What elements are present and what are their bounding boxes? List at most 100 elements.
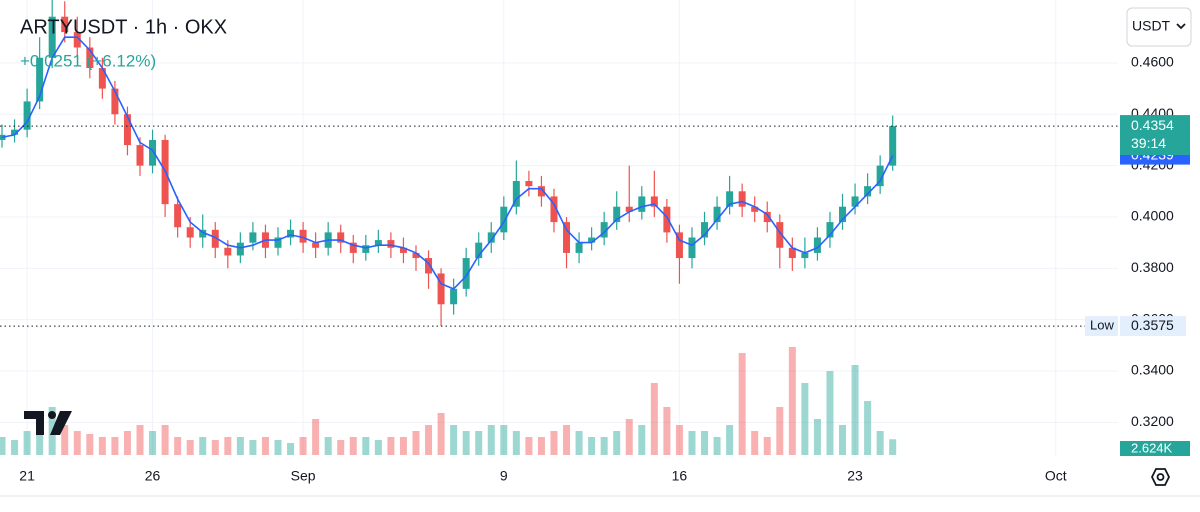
candle-body [349, 242, 357, 253]
candle-body [337, 232, 345, 243]
logo-part [48, 411, 56, 419]
volume-bar [650, 383, 658, 455]
candle-body [512, 181, 520, 207]
candle-body [211, 229, 219, 248]
volume-bar [211, 440, 219, 455]
candle-body [399, 247, 407, 253]
volume-bar [600, 437, 608, 455]
volume-bar [224, 437, 232, 455]
candle-body [462, 258, 470, 289]
volume-bar [751, 431, 759, 455]
x-tick-label: 23 [847, 468, 863, 484]
volume-bar [625, 419, 633, 455]
candle-body [312, 242, 320, 248]
candle-body [826, 222, 834, 238]
candle-body [437, 273, 445, 305]
candle-body [186, 227, 194, 238]
volume-bar [450, 425, 458, 455]
low-name: Low [1090, 318, 1114, 333]
button-frame[interactable] [1126, 7, 1192, 47]
candle-body [487, 232, 495, 243]
volume-bar [0, 437, 6, 455]
logo-part [50, 411, 72, 435]
candle-body [36, 57, 44, 102]
candle-body [613, 206, 621, 223]
candle-body [174, 204, 182, 228]
candle-body [813, 237, 821, 253]
x-tick-label: Sep [291, 468, 316, 484]
volume-bar [337, 440, 345, 455]
candle-body [475, 242, 483, 259]
volume-bar [11, 440, 19, 455]
volume-bar [111, 437, 119, 455]
volume-bar [776, 407, 784, 455]
volume-bar [261, 437, 269, 455]
candle-body [600, 222, 608, 238]
candle-body [751, 206, 759, 212]
candle-body [588, 237, 596, 243]
tradingview-logo [24, 411, 72, 435]
low-value-box [1120, 316, 1186, 337]
volume-bar [475, 431, 483, 455]
x-tick-label: 26 [145, 468, 161, 484]
volume-bar [324, 437, 332, 455]
volume-bar [249, 440, 257, 455]
volume-bar [563, 425, 571, 455]
y-tick-label: 0.3800 [1131, 259, 1174, 275]
y-tick-label: 0.3200 [1131, 413, 1174, 429]
volume-bar [826, 371, 834, 455]
candle-body [839, 206, 847, 223]
volume-bar [701, 431, 709, 455]
volume-bar [387, 437, 395, 455]
volume-bar [61, 425, 69, 455]
volume-bar [788, 347, 796, 455]
volume-bar [864, 401, 872, 455]
candle-body [726, 191, 734, 207]
candle-body [851, 196, 859, 207]
settings-button[interactable] [1150, 468, 1171, 486]
candle-body [550, 196, 558, 223]
volume-bar [487, 425, 495, 455]
candle-body [23, 101, 31, 130]
currency-button[interactable]: USDT [1126, 7, 1192, 47]
chart-title: ARTYUSDT · 1h · OKX [20, 16, 227, 38]
candle-body [48, 16, 56, 58]
candle-body [199, 229, 207, 238]
volume-bar [512, 431, 520, 455]
candle-body [525, 181, 533, 187]
candle-body [688, 237, 696, 259]
volume-bar [399, 437, 407, 455]
candle-body [675, 232, 683, 259]
volume-bar [889, 439, 897, 455]
settings-hex[interactable] [1150, 468, 1171, 486]
candle-body [412, 252, 420, 259]
volume-bar [763, 437, 771, 455]
candle-body [149, 139, 157, 166]
settings-dot[interactable] [1156, 473, 1165, 481]
overlay-layer [0, 125, 1118, 327]
volume-bar [613, 431, 621, 455]
volume-bar [73, 431, 81, 455]
candle-body [876, 165, 884, 187]
volume-bar [851, 365, 859, 455]
volume-bar [23, 431, 31, 455]
y-tick-label: 0.3400 [1131, 362, 1174, 378]
volume-bar [199, 437, 207, 455]
y-tick-label: 0.4600 [1131, 54, 1174, 70]
candle-body [575, 242, 583, 253]
volume-bar [537, 437, 545, 455]
volume-bar [161, 425, 169, 455]
candle-body [274, 237, 282, 248]
candle-body [625, 206, 633, 212]
volume-bar [412, 431, 420, 455]
volume-bar [174, 437, 182, 455]
candle-body [500, 206, 508, 233]
candle-body [61, 16, 69, 33]
candle-body [537, 186, 545, 197]
volume-bar [462, 431, 470, 455]
chevron[interactable] [1176, 23, 1186, 30]
button-label[interactable]: USDT [1132, 18, 1171, 34]
